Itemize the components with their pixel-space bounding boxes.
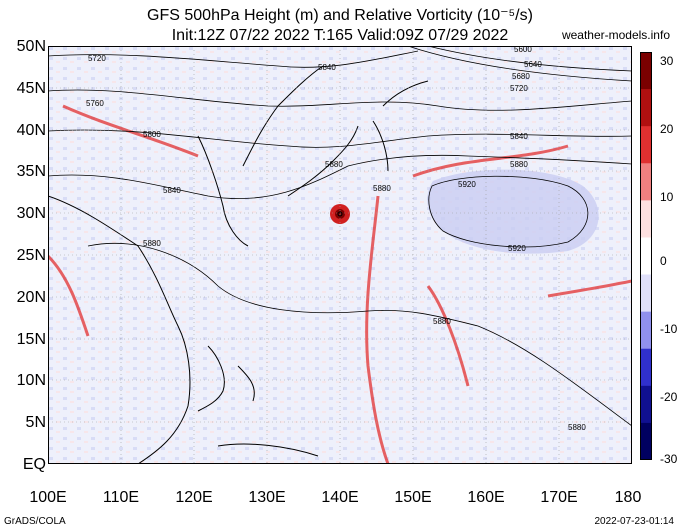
lon-label: 100E	[29, 489, 67, 506]
lat-label: 25N	[16, 247, 46, 264]
contour-label-group: 5720 5760 5800 5840 5840 5880 5880 5880 …	[86, 46, 586, 432]
lat-label: 20N	[16, 289, 46, 306]
lat-label: 45N	[16, 80, 46, 97]
lon-label: 170E	[540, 489, 578, 506]
lat-label: 30N	[16, 205, 46, 222]
high-pressure-area	[427, 169, 599, 254]
contour-label: 5920	[508, 244, 526, 253]
colorbar-swatch	[640, 422, 652, 460]
contour-label: 5800	[143, 130, 161, 139]
contour-label: 5720	[88, 54, 106, 63]
colorbar-swatch	[640, 126, 652, 164]
colorbar-label: 20	[660, 122, 674, 136]
height-contours	[48, 46, 632, 427]
site-credit: weather-models.info	[561, 28, 670, 42]
colorbar-swatch	[640, 237, 652, 276]
lon-label: 150E	[394, 489, 432, 506]
lat-label: 10N	[16, 372, 46, 389]
lat-label: 5N	[25, 414, 46, 431]
lat-label: EQ	[22, 456, 46, 473]
contour-label: 5640	[524, 60, 542, 69]
colorbar-label: -20	[660, 390, 678, 404]
colorbar-swatch	[640, 348, 652, 387]
lon-label: 110E	[102, 489, 140, 506]
contour-label: 5760	[86, 99, 104, 108]
contour-label: 5880	[325, 160, 343, 169]
colorbar-swatch	[640, 311, 652, 350]
contour-label: 5880	[373, 184, 391, 193]
colorbar-swatch	[640, 200, 652, 238]
chart-title: GFS 500hPa Height (m) and Relative Vorti…	[147, 7, 533, 24]
lon-label: 120E	[175, 489, 213, 506]
contour-label: 5720	[510, 84, 528, 93]
contour-label: 5680	[512, 72, 530, 81]
contour-label: 5880	[433, 317, 451, 326]
contour-label: 5920	[458, 180, 476, 189]
contour-label: 5840	[510, 132, 528, 141]
footer-timestamp: 2022-07-23-01:14	[594, 516, 674, 527]
contour-label: 5880	[510, 160, 528, 169]
colorbar-swatch	[640, 385, 652, 424]
colorbar	[640, 52, 652, 460]
contour-label: 5880	[143, 239, 161, 248]
lat-label: 40N	[16, 122, 46, 139]
colorbar-label: 0	[660, 254, 667, 268]
colorbar-label: 10	[660, 190, 674, 204]
colorbar-swatch	[640, 163, 652, 201]
lon-label: 180	[614, 489, 642, 506]
contour-label: 5600	[514, 46, 532, 54]
lon-label: 140E	[321, 489, 359, 506]
map-plot: 5720 5760 5800 5840 5840 5880 5880 5880 …	[48, 46, 632, 464]
colorbar-label: -10	[660, 322, 678, 336]
chart-subtitle: Init:12Z 07/22 2022 T:165 Valid:09Z 07/2…	[171, 27, 509, 44]
colorbar-label: -30	[660, 452, 678, 466]
contour-label: 5840	[163, 186, 181, 195]
lon-label: 160E	[467, 489, 505, 506]
footer-source: GrADS/COLA	[4, 516, 66, 527]
lat-label: 35N	[16, 163, 46, 180]
lat-label: 50N	[16, 38, 46, 55]
colorbar-swatch	[640, 52, 652, 90]
lon-label: 130E	[248, 489, 286, 506]
colorbar-swatch	[640, 89, 652, 127]
contour-label: 5840	[318, 63, 336, 72]
colorbar-swatch	[640, 274, 652, 313]
lat-label: 15N	[16, 331, 46, 348]
colorbar-label: 30	[660, 54, 674, 68]
grid	[48, 46, 632, 464]
contour-label: 5880	[568, 423, 586, 432]
